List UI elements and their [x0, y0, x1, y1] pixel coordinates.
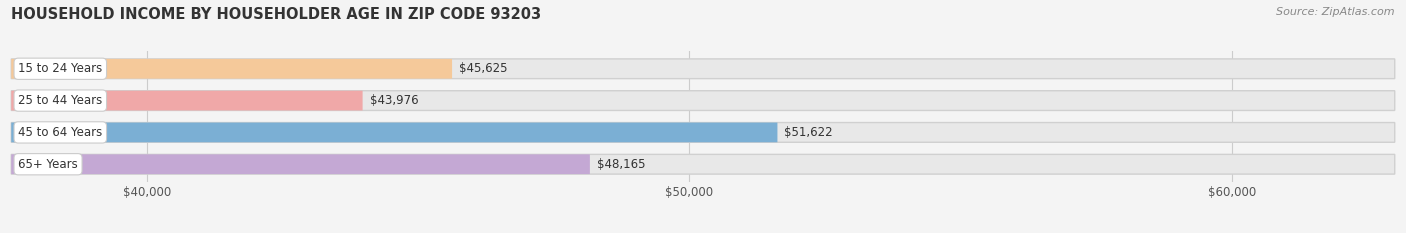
- FancyBboxPatch shape: [11, 154, 591, 174]
- FancyBboxPatch shape: [11, 123, 778, 142]
- FancyBboxPatch shape: [11, 91, 1395, 110]
- Text: $51,622: $51,622: [785, 126, 832, 139]
- Text: HOUSEHOLD INCOME BY HOUSEHOLDER AGE IN ZIP CODE 93203: HOUSEHOLD INCOME BY HOUSEHOLDER AGE IN Z…: [11, 7, 541, 22]
- Text: 25 to 44 Years: 25 to 44 Years: [18, 94, 103, 107]
- Text: Source: ZipAtlas.com: Source: ZipAtlas.com: [1277, 7, 1395, 17]
- Text: 45 to 64 Years: 45 to 64 Years: [18, 126, 103, 139]
- FancyBboxPatch shape: [11, 154, 1395, 174]
- Text: $48,165: $48,165: [596, 158, 645, 171]
- FancyBboxPatch shape: [11, 123, 1395, 142]
- Text: 65+ Years: 65+ Years: [18, 158, 77, 171]
- Text: $45,625: $45,625: [458, 62, 508, 75]
- Text: $43,976: $43,976: [370, 94, 418, 107]
- FancyBboxPatch shape: [11, 59, 1395, 79]
- Text: 15 to 24 Years: 15 to 24 Years: [18, 62, 103, 75]
- FancyBboxPatch shape: [11, 91, 363, 110]
- FancyBboxPatch shape: [11, 59, 453, 79]
